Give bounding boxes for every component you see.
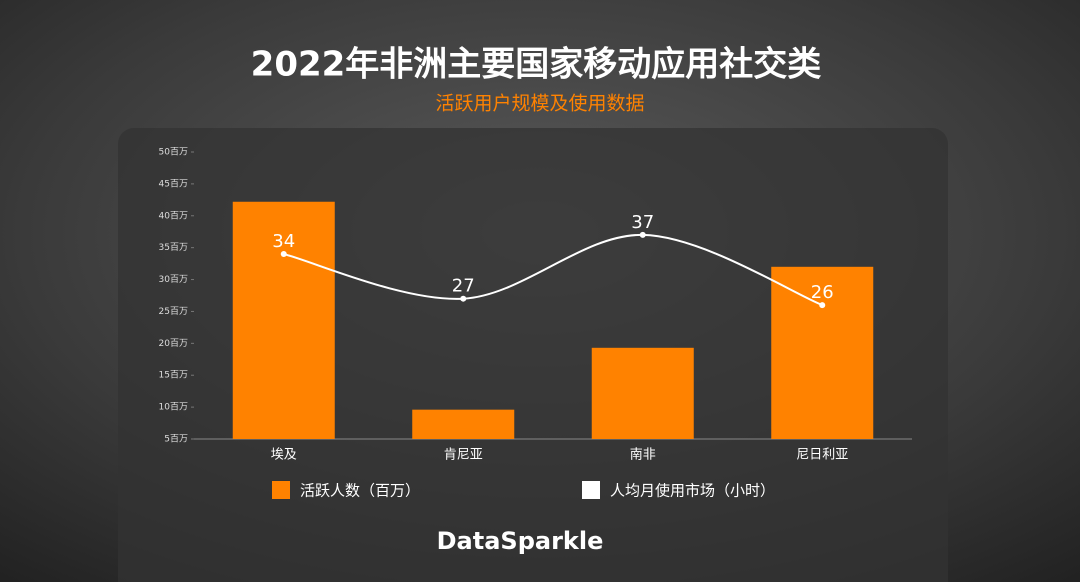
chart-subtitle: 活跃用户规模及使用数据 [435, 93, 644, 115]
line-point [639, 231, 646, 238]
legend-label: 活跃人数（百万） [300, 482, 420, 500]
bar [412, 409, 515, 439]
value-label: 26 [811, 282, 834, 303]
line [283, 233, 823, 306]
bar [591, 347, 694, 439]
y-tick-label: 50百万 [159, 147, 188, 158]
line-point [280, 251, 287, 258]
y-tick-label: 40百万 [159, 210, 188, 221]
bar [232, 201, 335, 439]
legend-swatch [272, 481, 290, 499]
y-tick-label: 35百万 [159, 242, 188, 253]
line-point [819, 302, 826, 309]
y-tick-label: 45百万 [159, 178, 188, 189]
brand: DataSparkle [437, 527, 604, 555]
y-tick-label: 10百万 [159, 402, 188, 413]
legend-label: 人均月使用市场（小时） [610, 482, 775, 500]
value-label: 27 [452, 276, 475, 297]
y-tick-label: 25百万 [159, 306, 188, 317]
x-tick-label: 埃及 [271, 448, 297, 463]
x-tick-label: 肯尼亚 [444, 448, 483, 463]
value-label: 37 [631, 212, 654, 233]
y-tick-label: 15百万 [159, 370, 188, 381]
bar [771, 266, 874, 439]
x-tick-label: 南非 [630, 447, 656, 463]
value-label: 34 [272, 231, 295, 252]
chart-title: 2022年非洲主要国家移动应用社交类 [251, 45, 822, 85]
legend-swatch [582, 481, 600, 499]
y-tick-label: 5百万 [164, 434, 188, 445]
y-tick-label: 30百万 [159, 274, 188, 285]
y-tick-label: 20百万 [159, 338, 188, 349]
line-point [460, 295, 467, 302]
x-tick-label: 尼日利亚 [796, 448, 848, 463]
